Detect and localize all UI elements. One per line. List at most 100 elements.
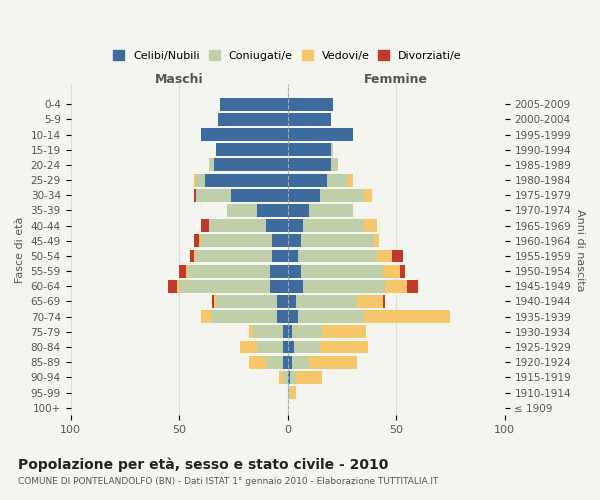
Bar [194,189,196,202]
Bar [214,295,216,308]
Bar [185,264,188,278]
Bar [287,128,353,141]
Text: Femmine: Femmine [364,73,428,86]
Bar [407,280,418,293]
Bar [287,386,290,399]
Bar [248,326,253,338]
Bar [383,264,400,278]
Bar [231,189,287,202]
Text: COMUNE DI PONTELANDOLFO (BN) - Dati ISTAT 1° gennaio 2010 - Elaborazione TUTTITA: COMUNE DI PONTELANDOLFO (BN) - Dati ISTA… [18,478,439,486]
Bar [287,295,296,308]
Bar [287,280,303,293]
Bar [201,310,212,323]
Bar [385,280,407,293]
Bar [216,295,277,308]
Bar [292,326,322,338]
Bar [331,158,338,172]
Bar [209,158,214,172]
Bar [287,113,331,126]
Bar [287,158,331,172]
Bar [216,144,287,156]
Bar [266,219,287,232]
Bar [287,371,290,384]
Bar [194,174,196,186]
Bar [364,189,372,202]
Bar [199,234,201,247]
Bar [209,219,266,232]
Bar [294,340,320,353]
Bar [201,219,209,232]
Bar [349,174,353,186]
Bar [287,310,298,323]
Bar [214,158,287,172]
Bar [301,234,374,247]
Bar [266,356,283,368]
Bar [287,264,301,278]
Bar [272,234,287,247]
Bar [287,234,301,247]
Bar [331,144,333,156]
Bar [279,371,283,384]
Bar [201,234,272,247]
Bar [287,326,292,338]
Bar [326,174,349,186]
Bar [220,98,287,110]
Bar [364,310,451,323]
Bar [168,280,177,293]
Bar [196,250,272,262]
Bar [292,356,309,368]
Bar [303,280,385,293]
Bar [290,371,296,384]
Bar [287,250,298,262]
Bar [287,204,309,217]
Bar [227,204,257,217]
Bar [301,264,383,278]
Bar [179,264,185,278]
Bar [400,264,405,278]
Bar [201,128,287,141]
Bar [283,326,287,338]
Bar [296,295,357,308]
Legend: Celibi/Nubili, Coniugati/e, Vedovi/e, Divorziati/e: Celibi/Nubili, Coniugati/e, Vedovi/e, Di… [110,47,466,64]
Bar [270,264,287,278]
Bar [205,174,287,186]
Bar [196,189,231,202]
Bar [287,340,294,353]
Bar [287,98,333,110]
Bar [320,189,364,202]
Bar [272,250,287,262]
Bar [374,234,379,247]
Bar [257,340,283,353]
Bar [309,204,353,217]
Bar [177,280,179,293]
Bar [377,250,392,262]
Bar [188,264,270,278]
Bar [283,356,287,368]
Bar [253,326,283,338]
Y-axis label: Anni di nascita: Anni di nascita [575,208,585,291]
Text: Maschi: Maschi [155,73,203,86]
Bar [194,250,196,262]
Bar [309,356,357,368]
Bar [270,280,287,293]
Bar [257,204,287,217]
Bar [392,250,403,262]
Bar [287,219,303,232]
Bar [218,113,287,126]
Bar [190,250,194,262]
Y-axis label: Fasce di età: Fasce di età [15,216,25,283]
Bar [296,371,322,384]
Bar [196,174,205,186]
Bar [287,189,320,202]
Bar [248,356,266,368]
Bar [179,280,270,293]
Bar [277,295,287,308]
Bar [322,326,366,338]
Bar [240,340,257,353]
Bar [298,250,377,262]
Text: Popolazione per età, sesso e stato civile - 2010: Popolazione per età, sesso e stato civil… [18,458,388,472]
Bar [320,340,368,353]
Bar [383,295,385,308]
Bar [287,144,331,156]
Bar [212,310,277,323]
